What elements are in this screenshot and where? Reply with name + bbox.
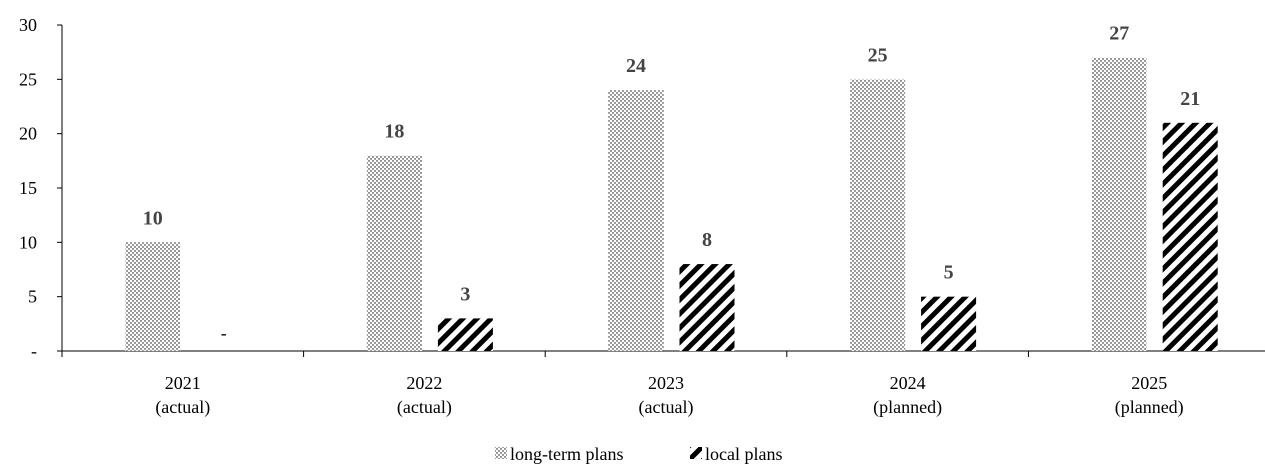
data-label: 27 bbox=[1109, 23, 1129, 45]
y-tick-label: 20 bbox=[19, 124, 37, 144]
y-tick-label: - bbox=[31, 341, 37, 361]
x-tick-label: (actual) bbox=[155, 397, 210, 418]
bar bbox=[125, 242, 181, 351]
legend-label: local plans bbox=[705, 444, 782, 464]
x-tick-label: 2023 bbox=[648, 373, 684, 393]
x-tick-label: (planned) bbox=[1115, 397, 1184, 418]
data-label: 24 bbox=[626, 55, 646, 77]
legend-marker-long-term-plans bbox=[495, 447, 507, 459]
y-tick-label: 15 bbox=[19, 178, 37, 198]
y-tick-label: 25 bbox=[19, 69, 37, 89]
x-tick-label: 2024 bbox=[890, 373, 926, 393]
legend-marker-local-plans bbox=[690, 447, 702, 459]
legend: long-term plans local plans bbox=[495, 444, 782, 464]
bar bbox=[1162, 122, 1218, 351]
legend-label: long-term plans bbox=[510, 444, 623, 464]
axes: -510152025302021(actual)2022(actual)2023… bbox=[19, 15, 1265, 418]
x-tick-label: (actual) bbox=[639, 397, 694, 418]
bar bbox=[437, 318, 493, 351]
x-tick-label: 2022 bbox=[406, 373, 442, 393]
x-tick-label: 2021 bbox=[165, 373, 201, 393]
y-tick-label: 30 bbox=[19, 15, 37, 35]
y-tick-label: 5 bbox=[28, 287, 37, 307]
bar bbox=[921, 296, 977, 351]
data-label: 5 bbox=[944, 262, 954, 284]
bar bbox=[1091, 57, 1147, 351]
x-tick-label: 2025 bbox=[1131, 373, 1167, 393]
data-label: 18 bbox=[384, 120, 404, 142]
y-tick-label: 10 bbox=[19, 232, 37, 252]
data-label: 10 bbox=[143, 207, 163, 229]
data-label: 21 bbox=[1180, 88, 1200, 110]
data-label: - bbox=[221, 323, 227, 343]
bar bbox=[850, 79, 906, 351]
data-label: 8 bbox=[702, 229, 712, 251]
bar bbox=[366, 155, 422, 351]
data-labels: 10 18 24 25 27 - 3 8 5 21 bbox=[143, 23, 1200, 343]
bar bbox=[608, 90, 664, 351]
data-label: 25 bbox=[868, 44, 888, 66]
x-tick-label: (actual) bbox=[397, 397, 452, 418]
bar bbox=[679, 264, 735, 351]
data-label: 3 bbox=[460, 283, 470, 305]
bars bbox=[125, 57, 1218, 351]
x-tick-label: (planned) bbox=[873, 397, 942, 418]
